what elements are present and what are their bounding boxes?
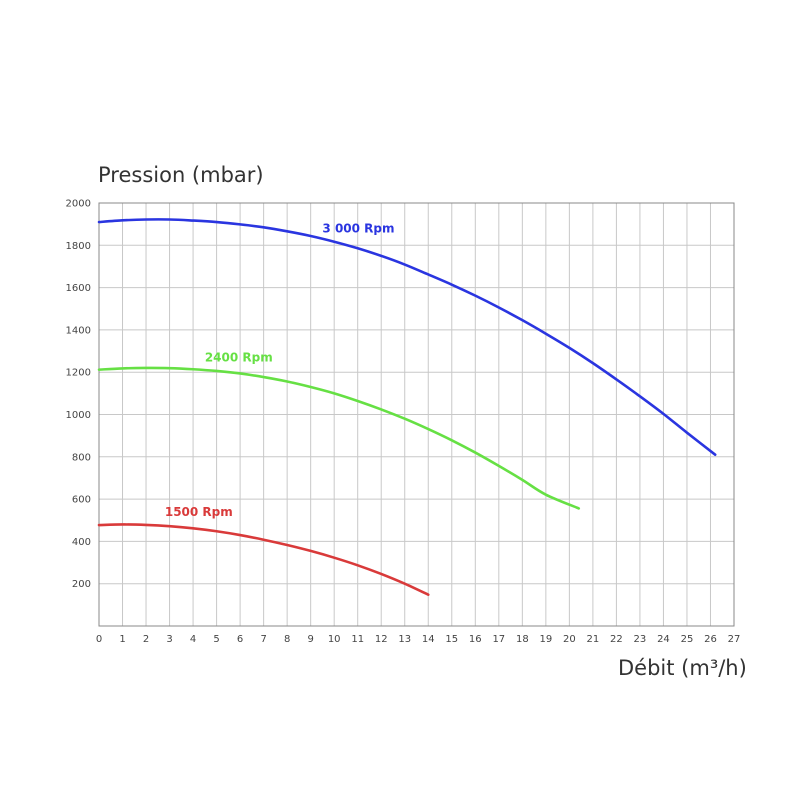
x-tick-label: 13	[398, 634, 411, 645]
x-tick-label: 15	[445, 634, 458, 645]
x-tick-label: 27	[728, 634, 741, 645]
series-line-0	[97, 218, 717, 456]
y-tick-label: 400	[72, 537, 91, 548]
series-line-1	[97, 366, 581, 510]
x-tick-label: 24	[657, 634, 670, 645]
y-tick-label: 1200	[66, 368, 91, 379]
x-tick-label: 8	[284, 634, 290, 645]
x-tick-label: 0	[96, 634, 102, 645]
y-tick-label: 1600	[66, 283, 91, 294]
x-tick-labels: 0 1 2 3 4 5 6 7 8 9 10 11 12 13 14 15 16 17 18 19 20 21 22 23 24…	[96, 634, 741, 645]
grid	[98, 202, 735, 626]
x-tick-label: 10	[328, 634, 341, 645]
x-axis-title: Débit (m³/h)	[618, 656, 747, 680]
x-tick-label: 18	[516, 634, 529, 645]
x-tick-label: 17	[492, 634, 505, 645]
x-tick-label: 21	[587, 634, 600, 645]
y-tick-label: 1800	[66, 241, 91, 252]
y-tick-labels: 200 400 600 800 1000 1200 1400 1600 1800 2000	[66, 199, 91, 591]
x-tick-label: 23	[634, 634, 647, 645]
x-tick-label: 22	[610, 634, 623, 645]
series-line-2	[97, 523, 430, 596]
x-tick-label: 7	[260, 634, 266, 645]
y-tick-label: 800	[72, 452, 91, 463]
x-tick-label: 2	[143, 634, 149, 645]
x-tick-label: 11	[351, 634, 364, 645]
x-tick-label: 19	[539, 634, 552, 645]
x-tick-label: 14	[422, 634, 435, 645]
x-tick-label: 5	[213, 634, 219, 645]
plot-border	[98, 202, 735, 627]
series-labels: 3 000 Rpm 2400 Rpm 1500 Rpm	[165, 222, 395, 519]
x-tick-label: 25	[681, 634, 694, 645]
x-tick-label: 6	[237, 634, 243, 645]
series-label-2: 1500 Rpm	[165, 505, 233, 519]
x-tick-label: 12	[375, 634, 388, 645]
series-label-0: 3 000 Rpm	[322, 222, 394, 236]
x-tick-label: 9	[307, 634, 313, 645]
x-tick-label: 26	[704, 634, 717, 645]
x-tick-label: 1	[119, 634, 125, 645]
y-tick-label: 1000	[66, 410, 91, 421]
series-lines	[97, 218, 717, 596]
y-tick-label: 2000	[66, 199, 91, 210]
x-tick-label: 16	[469, 634, 482, 645]
y-tick-label: 1400	[66, 325, 91, 336]
x-tick-label: 4	[190, 634, 196, 645]
y-tick-label: 600	[72, 495, 91, 506]
x-tick-label: 3	[166, 634, 172, 645]
plot-frame	[98, 202, 735, 627]
x-tick-label: 20	[563, 634, 576, 645]
y-tick-label: 200	[72, 579, 91, 590]
series-label-1: 2400 Rpm	[205, 351, 273, 365]
y-axis-title: Pression (mbar)	[98, 163, 264, 187]
